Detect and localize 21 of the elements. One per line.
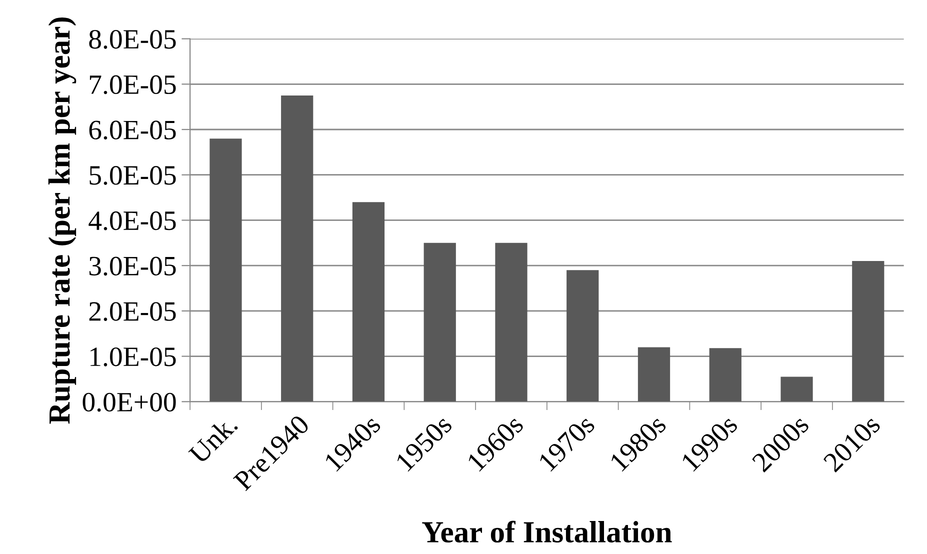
y-tick-label: 5.0E-05 — [90, 166, 176, 185]
y-tick-label: 3.0E-05 — [89, 256, 176, 276]
bar — [780, 376, 813, 402]
bar — [495, 242, 528, 402]
bar — [424, 242, 456, 402]
y-tick-label: 4.0E-05 — [88, 211, 176, 230]
bar — [281, 95, 314, 402]
y-tick-label: 2.0E-05 — [89, 302, 176, 321]
y-axis-title: Rupture rate (per km per year) — [48, 17, 76, 424]
y-tick-label: 7.0E-05 — [90, 75, 176, 94]
y-tick-label: 8.0E-05 — [89, 30, 176, 49]
y-tick-label: 1.0E-05 — [90, 347, 176, 366]
bar — [638, 347, 670, 402]
bar — [566, 270, 599, 402]
bar — [852, 261, 884, 402]
bar — [210, 138, 242, 402]
x-axis-title: Year of Installation — [422, 520, 672, 543]
y-tick-label: 0.0E+00 — [82, 392, 176, 412]
bar — [709, 348, 742, 402]
bar — [352, 202, 385, 402]
y-tick-label: 6.0E-05 — [89, 120, 176, 140]
